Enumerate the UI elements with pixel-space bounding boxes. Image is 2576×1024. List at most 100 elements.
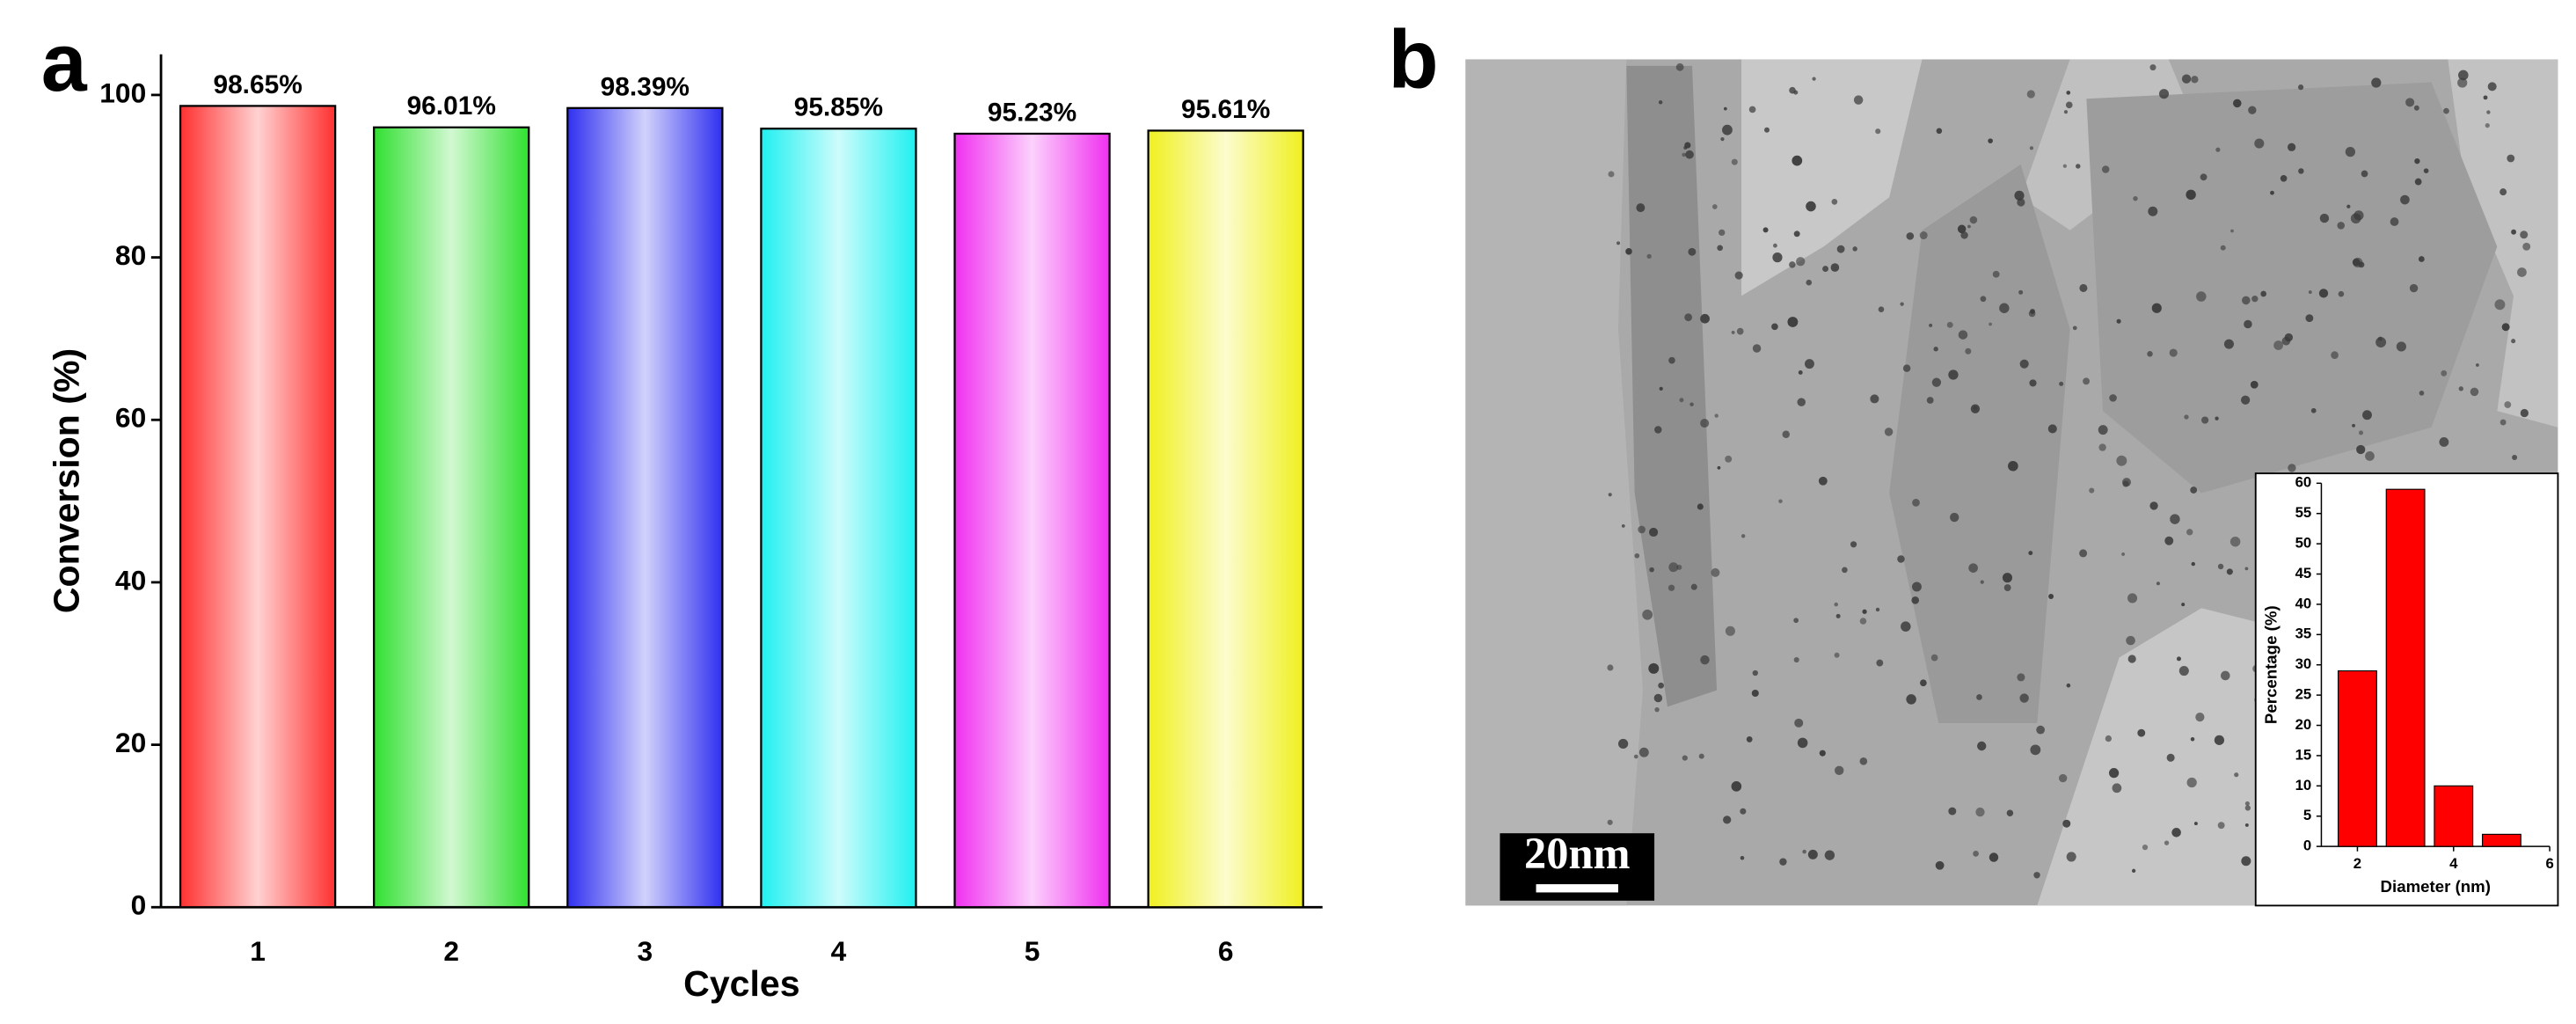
x-tick-label: 2 [2353,855,2361,872]
tem-particle [2441,369,2448,377]
tem-particle [2217,563,2224,570]
tem-particle [1740,855,1745,860]
tem-particle [1796,257,1806,267]
value-label: 95.85% [794,93,883,122]
tem-particle [2065,101,2073,109]
tem-particle [1653,693,1663,703]
tem-particle [1616,241,1621,245]
tem-particle [2186,189,2196,201]
tem-particle [1688,247,1697,256]
x-tick-label: 2 [443,935,459,967]
bar [1147,129,1304,909]
tem-particle [1920,679,1927,687]
tem-particle [1842,567,1848,574]
tem-particle [2298,168,2304,174]
tem-particle [2486,110,2491,114]
tem-region [2448,59,2558,428]
tem-particle [1919,231,1928,240]
tem-particle [1625,248,1632,255]
tem-particle [2318,289,2329,298]
tem-particle [2244,823,2249,827]
tem-particle [1633,754,1638,759]
tem-particle [2230,229,2234,233]
tem-particle [2223,339,2234,349]
tem-particle [1975,807,1985,817]
tem-particle [2066,683,2071,688]
tem-particle [2234,772,2239,778]
tem-particle [2288,464,2296,472]
tem-particle [2405,98,2415,107]
tem-particle [2195,712,2205,722]
tem-particle [1960,231,1968,239]
tem-particle [2019,693,2029,703]
tem-particle [1822,266,1829,273]
tem-particle [1835,765,1844,775]
tem-particle [1859,618,1867,625]
tem-particle [2494,299,2506,311]
tem-particle [1933,347,1938,352]
tem-particle [1807,849,1818,859]
y-tick-label: 10 [2295,777,2312,794]
y-tick-label: 5 [2303,807,2311,823]
tem-particle [1771,323,1778,331]
tem-particle [1834,652,1840,658]
tem-particle [2365,451,2375,461]
x-axis-title: Diameter (nm) [2381,877,2491,896]
tem-particle [2517,267,2527,277]
tem-particle [1711,204,1718,209]
tem-region [2037,608,2267,906]
tem-particle [1805,359,1814,369]
tem-particle [2030,744,2041,756]
tem-particle [2083,377,2090,385]
tem-particle [2059,381,2064,386]
tem-particle [2196,291,2207,302]
tem-particle [2170,514,2180,524]
tem-particle [2485,123,2490,128]
tem-particle [2512,455,2518,461]
tem-particle [2149,64,2156,71]
tem-particle [2487,82,2497,91]
tem-particle [1740,534,1746,538]
tem-particle [1748,106,1756,113]
tem-particle [2166,753,2175,762]
tem-particle [2413,105,2419,111]
value-label: 95.61% [1181,95,1270,124]
tem-particle [1976,694,1982,700]
tem-particle [2018,289,2024,295]
tem-particle [1989,322,1992,326]
tem-particle [2156,581,2160,586]
tem-particle [1793,90,1799,95]
tem-particle [1779,858,1787,866]
tem-particle [1734,271,1743,280]
tem-particle [1646,253,1652,260]
bar [179,105,337,909]
tem-particle [1958,330,1968,340]
tem-particle [2149,501,2158,510]
tem-particle [2414,178,2422,186]
tem-particle [1818,476,1828,486]
x-tick-label: 3 [638,935,653,967]
y-tick-label: 60 [2295,474,2312,491]
tem-particle [1897,555,1905,563]
tem-particle [1980,580,1984,584]
tem-particle [2507,154,2515,163]
y-tick-label: 20 [2295,716,2312,733]
tem-particle [1751,689,1759,698]
tem-particle [2158,89,2170,99]
tem-particle [1731,781,1742,792]
x-tick-label: 5 [1025,935,1040,967]
tem-particle [2048,594,2054,599]
tem-particle [1725,625,1735,636]
tem-particle [1700,419,1710,428]
y-tick-label: 0 [2303,837,2311,854]
tem-particle [1711,567,1720,577]
tem-particle [1973,850,1979,857]
tem-particle [2116,455,2127,466]
tem-particle [1731,330,1735,334]
tem-particle [2396,341,2406,352]
tem-particle [2026,90,2035,99]
tem-particle [2133,195,2138,201]
tem-particle [1698,753,1704,759]
x-axis-title: Cycles [683,963,799,1004]
tem-particle [1950,512,1959,523]
